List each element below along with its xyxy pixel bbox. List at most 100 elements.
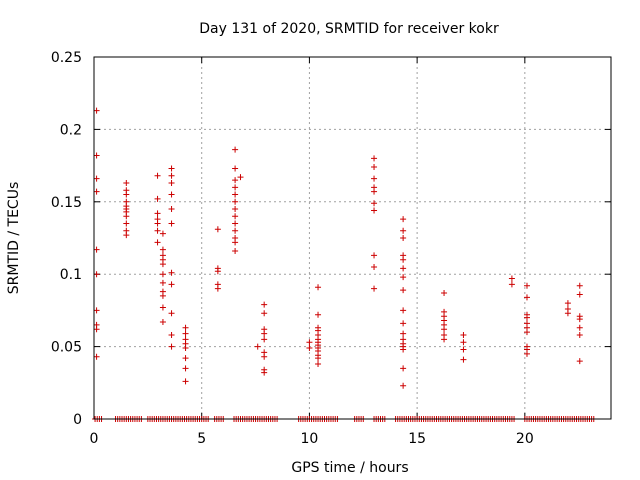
data-point: [460, 332, 467, 339]
data-point: [523, 294, 530, 301]
data-point: [232, 165, 239, 172]
data-point: [400, 346, 407, 353]
data-point: [400, 307, 407, 314]
data-point: [237, 174, 244, 181]
plot-frame: [93, 56, 612, 420]
data-point: [315, 311, 322, 318]
data-point: [182, 324, 189, 331]
data-point: [154, 172, 161, 179]
data-point: [214, 226, 221, 233]
x-tick-label: 20: [516, 431, 534, 447]
data-point: [261, 369, 268, 376]
data-point: [564, 300, 571, 307]
data-point: [371, 164, 378, 171]
data-point: [576, 332, 583, 339]
data-point: [232, 213, 239, 220]
data-point: [400, 365, 407, 372]
data-point: [400, 235, 407, 241]
data-point: [93, 246, 100, 253]
data-point: [508, 275, 515, 282]
data-point: [400, 382, 407, 389]
data-point: [400, 320, 407, 327]
data-point: [182, 355, 189, 362]
data-point: [182, 365, 189, 372]
data-point: [576, 282, 583, 289]
data-point: [123, 220, 130, 227]
data-point: [254, 343, 261, 350]
x-tick-label: 0: [90, 431, 99, 447]
data-point: [168, 310, 175, 317]
data-point: [168, 343, 175, 350]
data-point: [371, 252, 378, 259]
data-point: [232, 239, 239, 246]
data-point: [371, 207, 378, 214]
data-point: [400, 287, 407, 294]
data-point: [261, 301, 268, 308]
y-axis-title: SRMTID / TECUs: [6, 182, 22, 295]
data-point: [154, 210, 161, 217]
data-point: [93, 107, 100, 114]
data-point: [441, 336, 448, 343]
data-point: [576, 291, 583, 298]
data-point: [315, 284, 322, 291]
x-tick-label: 15: [408, 431, 426, 447]
data-point: [93, 271, 100, 278]
data-point: [441, 290, 448, 297]
data-point: [523, 282, 530, 289]
data-point: [154, 227, 161, 234]
data-point: [168, 206, 175, 213]
data-point: [93, 307, 100, 314]
data-point: [261, 330, 268, 337]
x-tick-label: 10: [301, 431, 319, 447]
y-tick-label: 0.1: [60, 267, 82, 283]
data-point: [159, 246, 166, 253]
data-point: [93, 188, 100, 195]
data-point: [123, 232, 130, 239]
data-point: [523, 314, 530, 321]
data-point: [400, 256, 407, 263]
data-point: [182, 378, 189, 385]
data-point: [400, 216, 407, 223]
y-tick-label: 0: [73, 412, 82, 428]
data-point: [168, 220, 175, 227]
data-point: [523, 350, 530, 357]
data-point: [232, 146, 239, 153]
data-point: [371, 200, 378, 207]
data-point: [371, 175, 378, 182]
data-point: [159, 292, 166, 299]
tick-layer: 0 0.05 0.1 0.15 0.2 0.25 0 5 10 15 20: [51, 50, 611, 447]
data-point: [168, 191, 175, 198]
data-point: [371, 285, 378, 292]
data-point: [182, 330, 189, 337]
data-point: [306, 345, 313, 352]
data-point: [400, 265, 407, 272]
grid-layer: [94, 57, 611, 419]
data-point: [154, 239, 161, 246]
data-point: [460, 356, 467, 363]
data-point: [576, 358, 583, 365]
data-point: [232, 220, 239, 227]
data-points: [92, 107, 597, 422]
data-point: [93, 175, 100, 182]
data-point: [315, 360, 322, 367]
data-point: [214, 285, 221, 292]
data-point: [168, 172, 175, 179]
y-tick-label: 0.2: [60, 122, 82, 138]
data-point: [154, 220, 161, 227]
data-point: [159, 230, 166, 237]
data-point: [400, 227, 407, 234]
chart-title: Day 131 of 2020, SRMTID for receiver kok…: [199, 21, 499, 37]
data-point: [123, 213, 130, 220]
data-point: [168, 281, 175, 288]
data-point: [508, 281, 515, 288]
data-point: [159, 318, 166, 325]
data-point: [159, 271, 166, 278]
data-point: [371, 263, 378, 270]
data-point: [232, 198, 239, 205]
data-point: [523, 329, 530, 336]
y-tick-label: 0.05: [51, 340, 82, 356]
data-point: [232, 191, 239, 198]
data-point: [261, 310, 268, 317]
data-point: [306, 339, 313, 346]
